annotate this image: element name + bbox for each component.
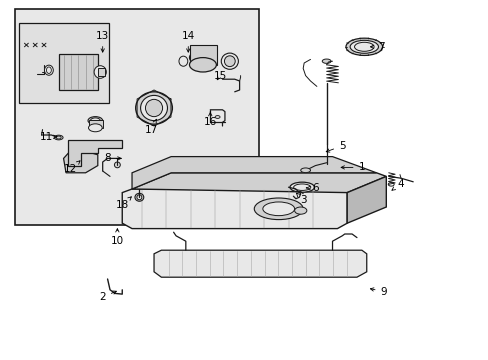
Bar (59, 54, 98, 90)
Polygon shape (68, 140, 122, 166)
Ellipse shape (135, 193, 143, 201)
Text: 9: 9 (369, 287, 386, 297)
Ellipse shape (88, 117, 102, 125)
Text: 11: 11 (40, 132, 57, 142)
Ellipse shape (224, 56, 235, 67)
Text: 2: 2 (99, 291, 116, 302)
Text: 4: 4 (391, 179, 404, 190)
Ellipse shape (94, 66, 106, 78)
Text: 8: 8 (104, 153, 121, 163)
Text: 7: 7 (370, 42, 384, 52)
Ellipse shape (300, 168, 310, 173)
Ellipse shape (346, 38, 382, 55)
Text: 17: 17 (144, 119, 158, 135)
Bar (189, 45, 216, 65)
Text: 5: 5 (325, 141, 345, 152)
Ellipse shape (289, 182, 314, 192)
Text: 12: 12 (64, 161, 80, 174)
Text: 1: 1 (341, 162, 365, 172)
Bar (89, 120, 102, 128)
Ellipse shape (179, 56, 187, 66)
Ellipse shape (137, 195, 142, 200)
Text: 3: 3 (296, 193, 306, 205)
Bar (15, 9, 259, 225)
Polygon shape (132, 173, 386, 193)
Ellipse shape (145, 99, 162, 117)
Ellipse shape (294, 207, 306, 214)
Ellipse shape (88, 124, 102, 132)
Ellipse shape (189, 58, 216, 72)
Ellipse shape (193, 53, 212, 63)
Ellipse shape (221, 53, 238, 69)
Text: 15: 15 (213, 71, 226, 81)
Text: 10: 10 (111, 229, 123, 246)
Text: 16: 16 (203, 112, 217, 127)
Text: 18: 18 (115, 197, 131, 210)
Text: 14: 14 (181, 31, 195, 52)
Polygon shape (132, 157, 376, 189)
Ellipse shape (263, 202, 294, 216)
Ellipse shape (141, 95, 167, 121)
Ellipse shape (44, 65, 53, 75)
Polygon shape (122, 189, 346, 229)
Text: 6: 6 (306, 183, 318, 193)
Ellipse shape (322, 59, 330, 63)
Ellipse shape (54, 135, 63, 140)
Ellipse shape (349, 40, 378, 53)
Ellipse shape (114, 162, 120, 168)
Bar (98, 68, 105, 76)
Polygon shape (63, 151, 98, 173)
Bar (19, 23, 109, 103)
Ellipse shape (90, 118, 100, 123)
Ellipse shape (189, 50, 216, 65)
Text: 13: 13 (96, 31, 109, 52)
Ellipse shape (215, 116, 220, 118)
Ellipse shape (136, 92, 172, 124)
Polygon shape (154, 250, 366, 277)
Polygon shape (346, 176, 386, 223)
Ellipse shape (254, 198, 303, 220)
